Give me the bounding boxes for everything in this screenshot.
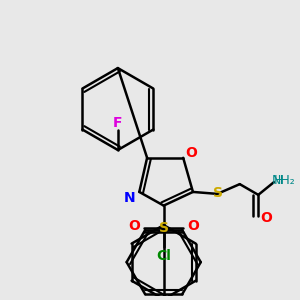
Text: O: O — [187, 219, 199, 233]
Text: N: N — [124, 191, 135, 205]
Text: F: F — [113, 116, 123, 130]
Text: H: H — [274, 174, 283, 187]
Text: S: S — [213, 186, 223, 200]
Text: NH₂: NH₂ — [272, 174, 296, 187]
Text: O: O — [260, 211, 272, 225]
Text: Cl: Cl — [156, 249, 171, 263]
Text: S: S — [159, 221, 169, 235]
Text: O: O — [185, 146, 197, 160]
Text: O: O — [128, 219, 140, 233]
